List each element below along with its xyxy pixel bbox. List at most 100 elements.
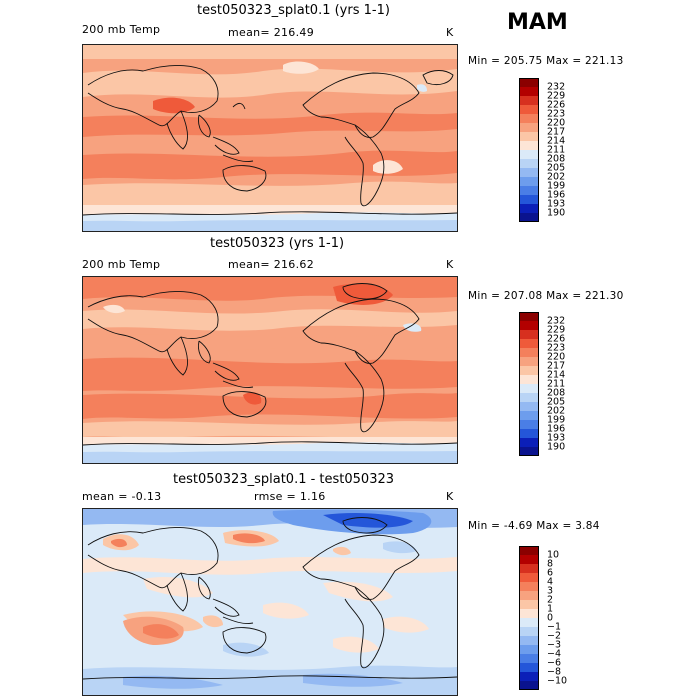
- colorbar-label: −2: [547, 630, 562, 642]
- colorbar-swatch: [519, 627, 539, 637]
- panel-1-coastlines: [83, 64, 457, 216]
- panel-2-minmax: Min = 207.08 Max = 221.30: [468, 290, 624, 302]
- colorbar-label: −6: [547, 657, 562, 669]
- colorbar-label: 217: [547, 126, 566, 138]
- panel-2-mean-label: mean= 216.62: [228, 258, 314, 271]
- colorbar-swatch: [519, 582, 539, 592]
- colorbar-swatch: [519, 573, 539, 583]
- colorbar-label: −8: [547, 666, 562, 678]
- colorbar-swatch: [519, 402, 539, 412]
- colorbar-label: 202: [547, 171, 566, 183]
- panel-1-variable-label: 200 mb Temp: [82, 23, 161, 36]
- colorbar-label: −10: [547, 675, 568, 687]
- panel-2-variable-label: 200 mb Temp: [82, 258, 161, 271]
- colorbar-label: 8: [547, 558, 554, 570]
- colorbar-swatch: [519, 123, 539, 133]
- colorbar-label: 193: [547, 198, 566, 210]
- colorbar-swatch: [519, 87, 539, 97]
- colorbar-label: 220: [547, 351, 566, 363]
- panel-2-unit-label: K: [446, 258, 454, 271]
- colorbar-label: 211: [547, 378, 566, 390]
- panel-3-map-svg: [83, 509, 457, 695]
- colorbar-swatch: [519, 591, 539, 601]
- colorbar-swatch: [519, 429, 539, 439]
- colorbar-swatch: [519, 564, 539, 574]
- panel-3-unit-label: K: [446, 490, 454, 503]
- panel-1-title: test050323_splat0.1 (yrs 1-1): [197, 3, 390, 18]
- panel-3-mean-label: mean = -0.13: [82, 490, 162, 503]
- panel-3-coastlines: [83, 517, 457, 680]
- colorbar-label: −4: [547, 648, 562, 660]
- colorbar-swatch: [519, 420, 539, 430]
- colorbar-label: 205: [547, 396, 566, 408]
- panel-3-minmax: Min = -4.69 Max = 3.84: [468, 520, 600, 532]
- colorbar-label: −3: [547, 639, 562, 651]
- colorbar-swatch: [519, 636, 539, 646]
- season-label: MAM: [507, 10, 568, 35]
- colorbar-label: 1: [547, 603, 554, 615]
- colorbar-swatch: [519, 159, 539, 169]
- colorbar-swatch: [519, 384, 539, 394]
- colorbar-swatch: [519, 555, 539, 565]
- panel-1-colorbar: 232 229 226 223 220 217 214 211 208 205 202 199 196 1…: [519, 78, 565, 223]
- colorbar-label: 196: [547, 189, 566, 201]
- colorbar-label: 193: [547, 432, 566, 444]
- panel-2-coastlines: [83, 283, 457, 446]
- panel-2-colorbar: 232 229 226 223 220 217 214 211 208 205 202 199 196 1…: [519, 312, 565, 457]
- colorbar-label: 217: [547, 360, 566, 372]
- colorbar-swatch: [519, 96, 539, 106]
- colorbar-swatch: [519, 447, 539, 457]
- colorbar-label: 6: [547, 567, 554, 579]
- colorbar-label: 232: [547, 315, 566, 327]
- panel-3-title: test050323_splat0.1 - test050323: [173, 472, 395, 487]
- colorbar-swatch: [519, 213, 539, 223]
- colorbar-swatch: [519, 663, 539, 673]
- colorbar-swatch: [519, 195, 539, 205]
- colorbar-label: 4: [547, 576, 554, 588]
- colorbar-label: 3: [547, 585, 554, 597]
- panel-3-colorbar: 10 8 6 4 3 2 1 0 −1 −2 −3 −4 −6 −8 −10: [519, 546, 567, 691]
- colorbar-label: 232: [547, 81, 566, 93]
- colorbar-swatch: [519, 141, 539, 151]
- colorbar-swatch: [519, 672, 539, 682]
- colorbar-label: 223: [547, 108, 566, 120]
- colorbar-label: 214: [547, 135, 566, 147]
- colorbar-label: 211: [547, 144, 566, 156]
- colorbar-swatch: [519, 681, 539, 691]
- colorbar-label: 10: [547, 549, 560, 561]
- colorbar-swatch: [519, 654, 539, 664]
- panel-1-map-svg: [83, 45, 457, 231]
- panel-3-map: [82, 508, 458, 696]
- colorbar-label: 208: [547, 387, 566, 399]
- panel-2-title: test050323 (yrs 1-1): [210, 236, 345, 251]
- colorbar-label: 190: [547, 441, 566, 453]
- colorbar-swatch: [519, 546, 539, 556]
- colorbar-swatch: [519, 645, 539, 655]
- colorbar-label: 2: [547, 594, 554, 606]
- colorbar-swatch: [519, 600, 539, 610]
- colorbar-swatch: [519, 321, 539, 331]
- colorbar-swatch: [519, 339, 539, 349]
- colorbar-swatch: [519, 438, 539, 448]
- panel-2-map-svg: [83, 277, 457, 463]
- colorbar-label: 196: [547, 423, 566, 435]
- colorbar-label: 226: [547, 99, 566, 111]
- colorbar-label: 205: [547, 162, 566, 174]
- colorbar-label: 220: [547, 117, 566, 129]
- panel-1-map: [82, 44, 458, 232]
- panel-1-unit-label: K: [446, 26, 454, 39]
- colorbar-swatch: [519, 78, 539, 88]
- colorbar-label: 202: [547, 405, 566, 417]
- colorbar-swatch: [519, 132, 539, 142]
- colorbar-label: 214: [547, 369, 566, 381]
- colorbar-label: 0: [547, 612, 554, 624]
- panel-1-mean-label: mean= 216.49: [228, 26, 314, 39]
- colorbar-swatch: [519, 411, 539, 421]
- colorbar-swatch: [519, 330, 539, 340]
- colorbar-swatch: [519, 150, 539, 160]
- colorbar-swatch: [519, 312, 539, 322]
- colorbar-label: −1: [547, 621, 562, 633]
- colorbar-swatch: [519, 177, 539, 187]
- colorbar-swatch: [519, 393, 539, 403]
- colorbar-label: 229: [547, 324, 566, 336]
